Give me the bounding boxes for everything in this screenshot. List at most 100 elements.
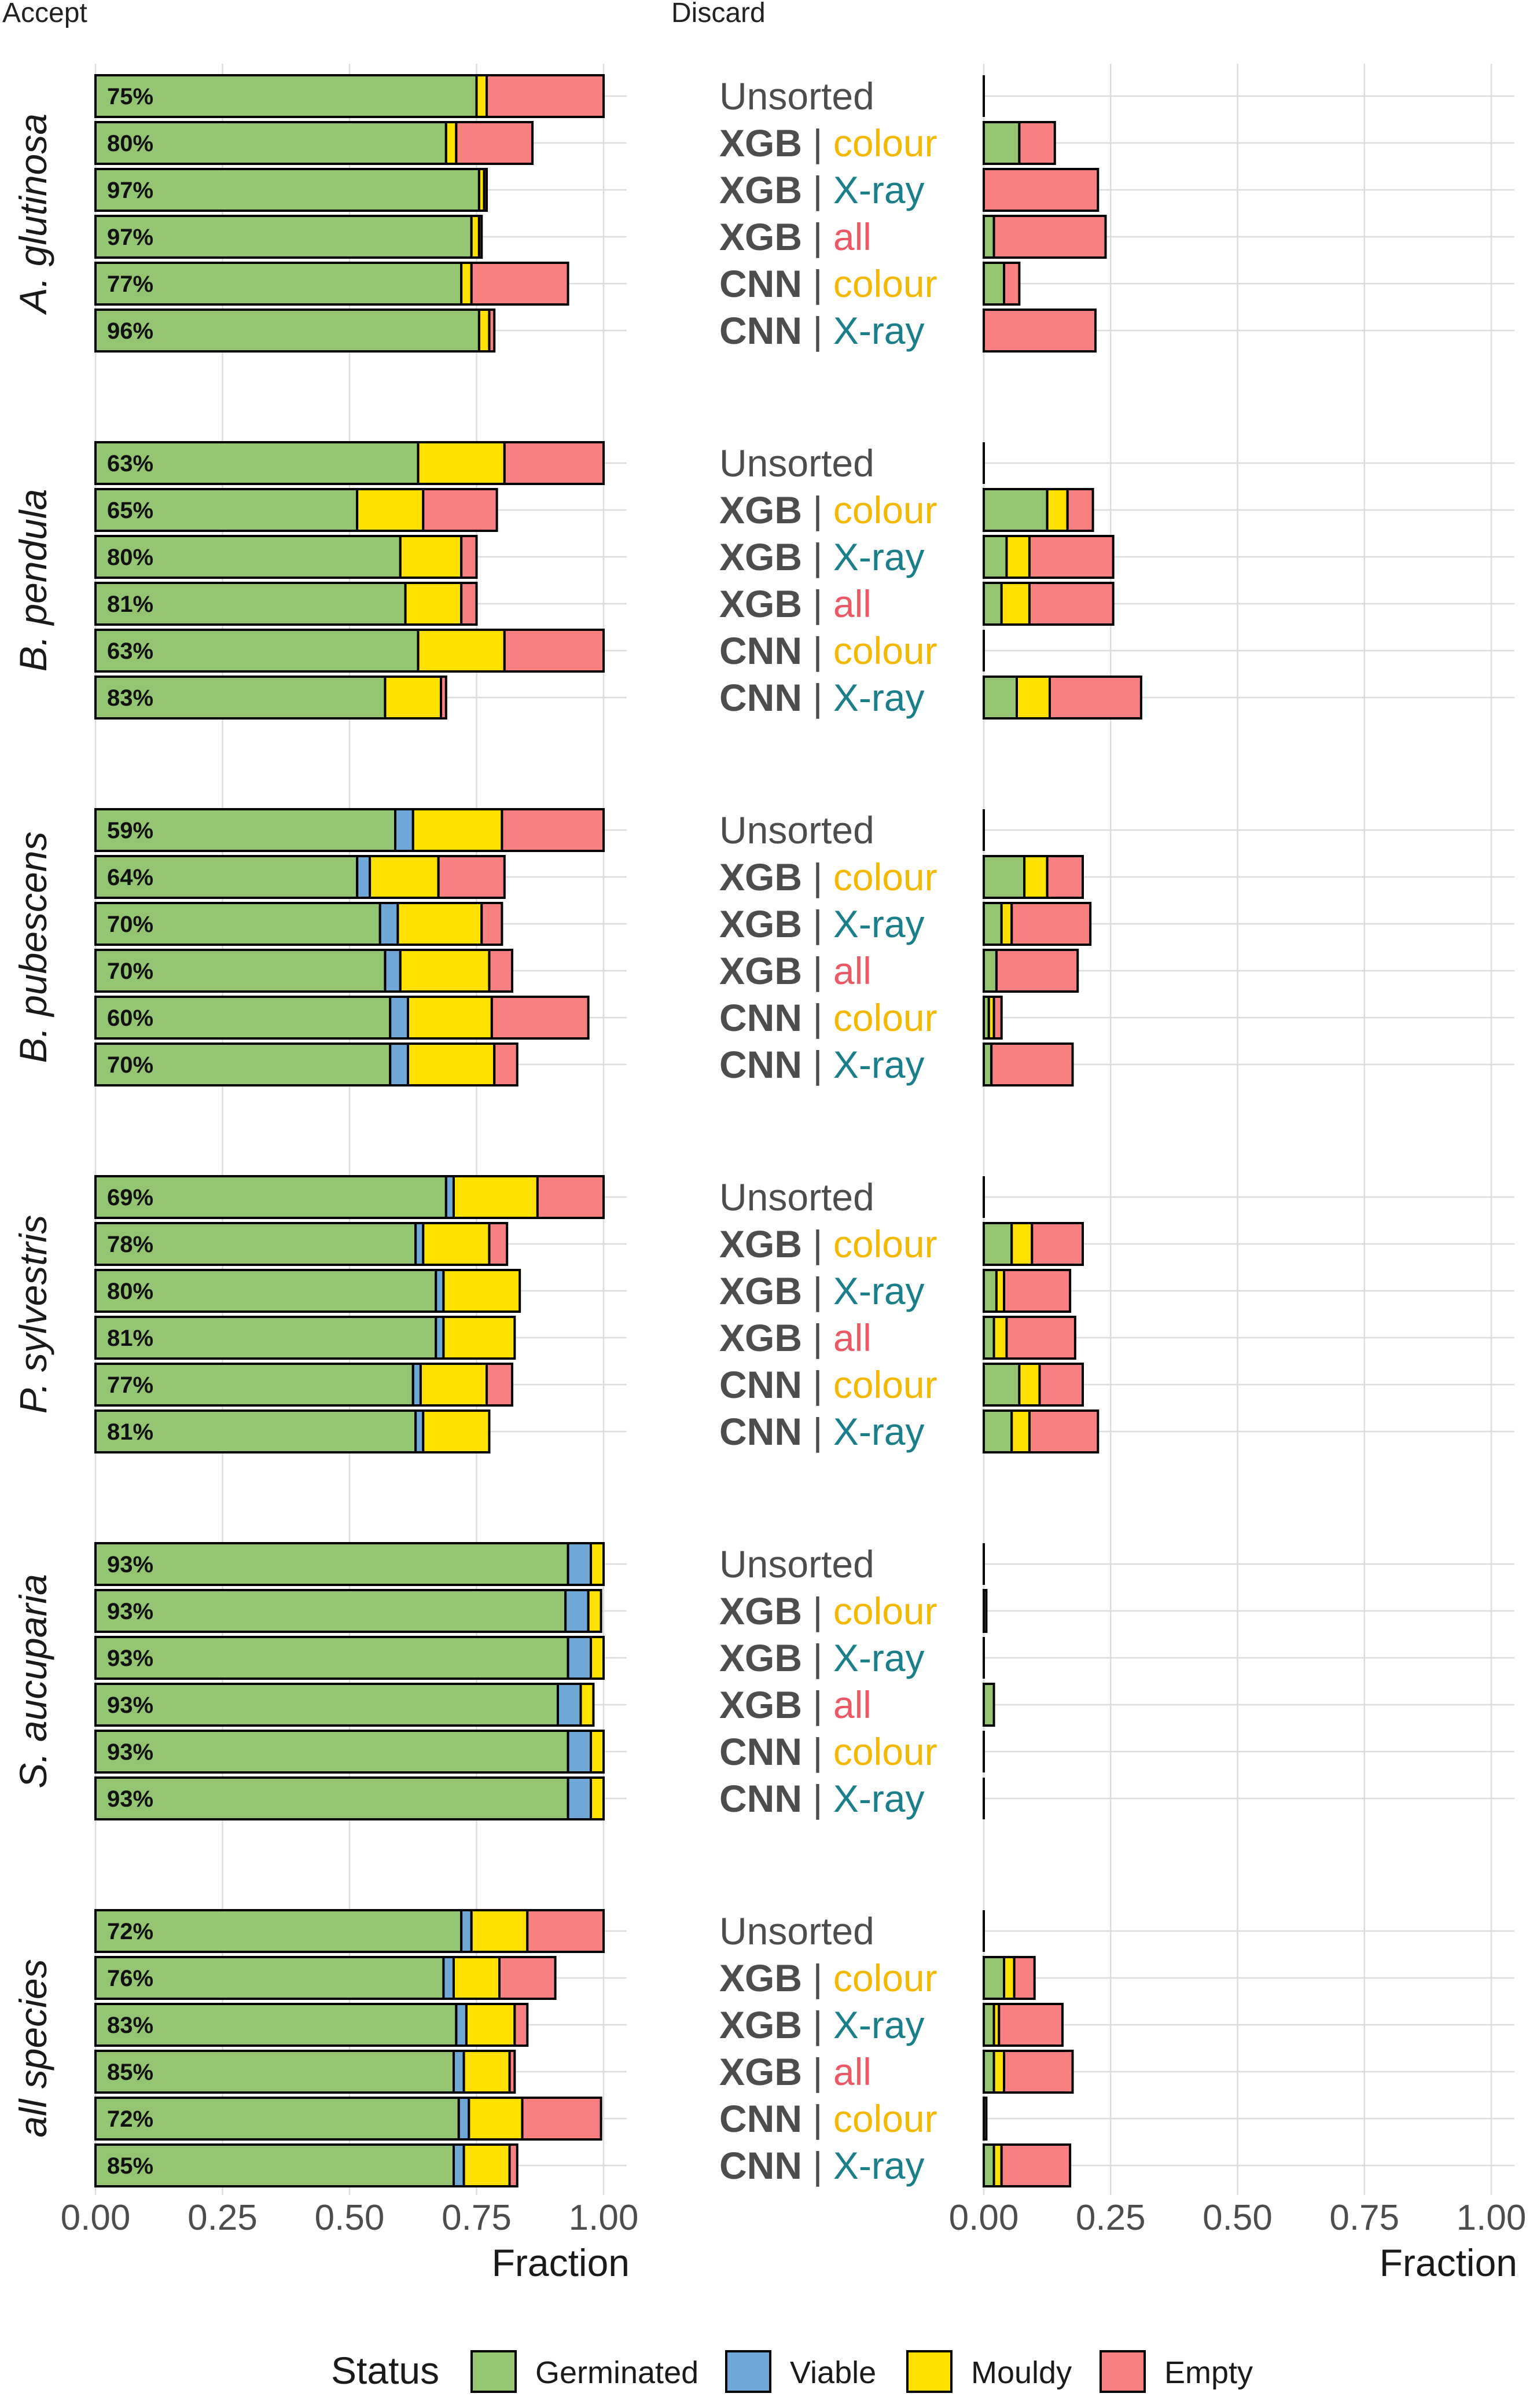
bar-accept-mouldy bbox=[406, 996, 493, 1040]
pct-label: 93% bbox=[107, 1739, 153, 1765]
axes: Fraction Fraction 0.00 0.25 0.50 0.75 1.00 0.… bbox=[61, 2198, 1527, 2284]
x-axis-title-accept: Fraction bbox=[492, 2241, 630, 2284]
pct-label: 97% bbox=[107, 225, 153, 250]
method-label: CNN | colour bbox=[719, 629, 937, 672]
method-label: XGB | X-ray bbox=[719, 902, 925, 945]
method-label: Unsorted bbox=[719, 1543, 874, 1585]
pct-label: 70% bbox=[107, 959, 153, 984]
pct-label: 60% bbox=[107, 1005, 153, 1031]
bar-accept-germinated bbox=[94, 1043, 392, 1086]
bar-discard-mouldy bbox=[1005, 535, 1031, 579]
bar-discard-germinated bbox=[983, 1589, 988, 1633]
bar-accept-mouldy bbox=[399, 949, 491, 993]
bar-accept-germinated bbox=[94, 215, 473, 259]
pct-label: 93% bbox=[107, 1552, 153, 1577]
bar-discard-mouldy bbox=[992, 1316, 1008, 1360]
bar-accept-mouldy bbox=[579, 1683, 595, 1727]
method-label: XGB | all bbox=[719, 1683, 872, 1726]
bar-accept-germinated bbox=[94, 2143, 455, 2187]
panel-title-discard: Discard bbox=[671, 0, 766, 28]
pct-label: 77% bbox=[107, 271, 153, 297]
pct-label: 81% bbox=[107, 1419, 153, 1445]
bar-accept-viable bbox=[389, 996, 409, 1040]
pct-label: 70% bbox=[107, 912, 153, 937]
bar-discard-germinated bbox=[983, 262, 1006, 306]
bar-discard-germinated bbox=[983, 535, 1008, 579]
bar-discard-empty bbox=[1028, 1409, 1100, 1453]
bar-accept-mouldy bbox=[356, 488, 425, 532]
bar-discard-empty bbox=[992, 996, 1003, 1040]
bar-accept-empty bbox=[488, 949, 513, 993]
bar-accept-mouldy bbox=[396, 902, 483, 946]
bar-discard-mouldy bbox=[1046, 488, 1069, 532]
bar-accept-empty bbox=[490, 996, 590, 1040]
pct-label: 97% bbox=[107, 178, 153, 203]
x-tick-label: 1.00 bbox=[569, 2198, 639, 2238]
method-label: XGB | all bbox=[719, 582, 872, 625]
bar-accept-empty bbox=[488, 1222, 509, 1266]
pct-label: 72% bbox=[107, 1919, 153, 1944]
method-label: XGB | colour bbox=[719, 489, 937, 531]
bar-discard-germinated bbox=[983, 2050, 995, 2094]
pct-label: 64% bbox=[107, 865, 153, 890]
bar-accept-mouldy bbox=[477, 309, 491, 353]
bar-discard-mouldy bbox=[1000, 582, 1031, 626]
legend-key-germinated bbox=[470, 2350, 517, 2393]
pct-label: 81% bbox=[107, 1326, 153, 1351]
pct-label: 70% bbox=[107, 1052, 153, 1078]
bar-accept-germinated bbox=[94, 1683, 559, 1727]
bar-discard-germinated bbox=[983, 676, 1018, 720]
bar-accept-empty bbox=[455, 121, 534, 165]
bar-discard-germinated bbox=[983, 582, 1003, 626]
bar-accept-germinated bbox=[94, 74, 478, 118]
bar-accept-mouldy bbox=[411, 808, 503, 852]
bar-discard-empty bbox=[1018, 121, 1056, 165]
bar-accept-germinated bbox=[94, 676, 387, 720]
x-tick-label: 0.50 bbox=[315, 2198, 385, 2238]
species-label: P. sylvestris bbox=[12, 1215, 54, 1414]
method-label: CNN | colour bbox=[719, 1730, 937, 1773]
bar-discard-empty bbox=[1046, 855, 1084, 899]
bar-discard-germinated bbox=[983, 1222, 1013, 1266]
species-label: all species bbox=[12, 1959, 54, 2137]
bar-discard-mouldy bbox=[1016, 676, 1051, 720]
bar-discard-empty bbox=[1066, 488, 1094, 532]
bar-accept-mouldy bbox=[452, 1956, 501, 2000]
method-label: XGB | colour bbox=[719, 1223, 937, 1265]
pct-label: 81% bbox=[107, 592, 153, 617]
bar-accept-empty bbox=[508, 2050, 516, 2094]
bar-accept-viable bbox=[556, 1683, 582, 1727]
bar-discard-empty bbox=[1010, 902, 1092, 946]
bar-accept-germinated bbox=[94, 262, 463, 306]
bar-accept-empty bbox=[521, 2097, 602, 2141]
bar-accept-viable bbox=[442, 1956, 455, 2000]
bar-accept-germinated bbox=[94, 1776, 569, 1820]
bar-discard-germinated bbox=[983, 215, 995, 259]
bar-accept-empty bbox=[536, 1175, 605, 1219]
bar-accept-viable bbox=[460, 1909, 473, 1953]
method-label: XGB | colour bbox=[719, 1957, 937, 1999]
bar-accept-viable bbox=[567, 1776, 593, 1820]
pct-label: 80% bbox=[107, 131, 153, 156]
pct-label: 63% bbox=[107, 451, 153, 476]
method-label: CNN | colour bbox=[719, 996, 937, 1039]
method-label: XGB | colour bbox=[719, 856, 937, 898]
bar-accept-germinated bbox=[94, 629, 420, 673]
method-label: Unsorted bbox=[719, 442, 874, 484]
species-label: A. glutinosa bbox=[12, 113, 54, 315]
pct-label: 96% bbox=[107, 318, 153, 344]
pct-label: 72% bbox=[107, 2106, 153, 2132]
bar-accept-germinated bbox=[94, 441, 420, 485]
labels: A. glutinosa 75% Unsorted 80% XGB | colour 97… bbox=[12, 75, 937, 2187]
bar-accept-empty bbox=[486, 74, 605, 118]
bar-discard-empty bbox=[1028, 582, 1115, 626]
bar-accept-empty bbox=[503, 441, 605, 485]
method-label: XGB | all bbox=[719, 1316, 872, 1359]
method-label: Unsorted bbox=[719, 1910, 874, 1952]
bar-accept-mouldy bbox=[462, 2050, 511, 2094]
bar-accept-mouldy bbox=[406, 1043, 496, 1086]
bar-discard-empty bbox=[1031, 1222, 1084, 1266]
pct-label: 80% bbox=[107, 545, 153, 570]
method-label: XGB | all bbox=[719, 2050, 872, 2093]
